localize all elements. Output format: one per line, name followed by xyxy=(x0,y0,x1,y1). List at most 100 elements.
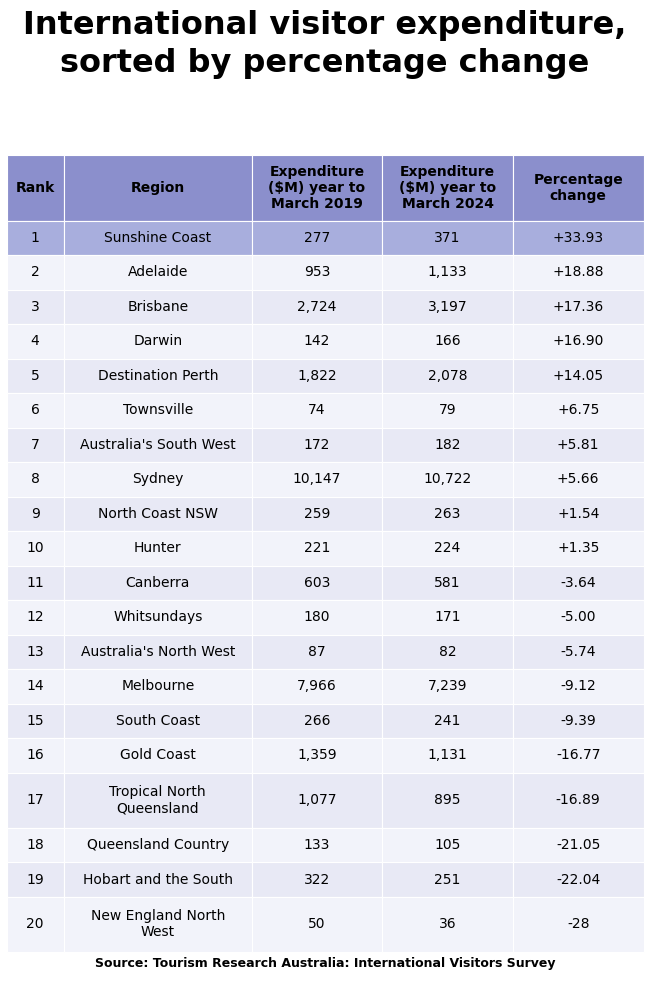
Bar xyxy=(64,738,252,773)
Bar xyxy=(252,862,382,897)
Bar xyxy=(6,290,64,324)
Bar xyxy=(6,828,64,862)
Text: 221: 221 xyxy=(304,541,330,555)
Bar xyxy=(382,862,513,897)
Bar xyxy=(252,773,382,828)
Text: Townsville: Townsville xyxy=(123,403,193,417)
Bar xyxy=(252,897,382,952)
Text: +14.05: +14.05 xyxy=(552,369,604,383)
Bar xyxy=(382,566,513,600)
Text: 50: 50 xyxy=(308,917,326,931)
Text: 12: 12 xyxy=(27,610,44,624)
Bar xyxy=(513,255,644,290)
Text: 13: 13 xyxy=(27,645,44,659)
Text: Darwin: Darwin xyxy=(133,334,183,348)
Text: +6.75: +6.75 xyxy=(557,403,599,417)
Text: 166: 166 xyxy=(434,334,461,348)
Text: -3.64: -3.64 xyxy=(560,576,596,590)
Bar xyxy=(382,255,513,290)
Text: 16: 16 xyxy=(26,748,44,762)
Text: Hobart and the South: Hobart and the South xyxy=(83,873,233,887)
Text: -22.04: -22.04 xyxy=(556,873,601,887)
Text: -5.74: -5.74 xyxy=(560,645,596,659)
Text: 895: 895 xyxy=(434,793,461,807)
Bar xyxy=(513,704,644,738)
Bar xyxy=(513,497,644,531)
Text: 251: 251 xyxy=(434,873,461,887)
Text: 5: 5 xyxy=(31,369,40,383)
Text: Queensland Country: Queensland Country xyxy=(86,838,229,852)
Text: 241: 241 xyxy=(434,714,461,728)
Bar xyxy=(6,566,64,600)
Text: 371: 371 xyxy=(434,231,461,245)
Bar xyxy=(252,704,382,738)
Text: 2,078: 2,078 xyxy=(428,369,467,383)
Bar xyxy=(6,428,64,462)
Text: Brisbane: Brisbane xyxy=(127,300,188,314)
Bar xyxy=(252,462,382,497)
Text: 20: 20 xyxy=(27,917,44,931)
Bar xyxy=(382,393,513,428)
Bar xyxy=(513,669,644,704)
Text: 266: 266 xyxy=(304,714,330,728)
Bar xyxy=(6,862,64,897)
Bar xyxy=(513,290,644,324)
Text: 953: 953 xyxy=(304,265,330,279)
Bar xyxy=(382,359,513,393)
Bar xyxy=(64,862,252,897)
Bar xyxy=(64,828,252,862)
Bar xyxy=(252,359,382,393)
Bar xyxy=(513,359,644,393)
Bar xyxy=(64,497,252,531)
Bar xyxy=(252,255,382,290)
Bar xyxy=(64,773,252,828)
Text: 1: 1 xyxy=(31,231,40,245)
Bar xyxy=(513,221,644,255)
Text: 36: 36 xyxy=(439,917,456,931)
Bar xyxy=(64,704,252,738)
Bar xyxy=(252,635,382,669)
Text: Whitsundays: Whitsundays xyxy=(113,610,202,624)
Text: Sunshine Coast: Sunshine Coast xyxy=(104,231,211,245)
Text: 10,147: 10,147 xyxy=(293,472,341,486)
Text: Percentage
change: Percentage change xyxy=(534,173,623,203)
Text: 133: 133 xyxy=(304,838,330,852)
Text: Tropical North
Queensland: Tropical North Queensland xyxy=(109,785,206,815)
Bar xyxy=(382,290,513,324)
Bar xyxy=(382,704,513,738)
Bar xyxy=(64,462,252,497)
Bar xyxy=(6,704,64,738)
Text: Australia's South West: Australia's South West xyxy=(80,438,236,452)
Text: 224: 224 xyxy=(434,541,461,555)
Text: 263: 263 xyxy=(434,507,461,521)
Bar xyxy=(64,897,252,952)
Text: Rank: Rank xyxy=(16,181,55,195)
Text: 105: 105 xyxy=(434,838,461,852)
Bar xyxy=(513,635,644,669)
Bar xyxy=(382,221,513,255)
Bar xyxy=(513,600,644,635)
Bar xyxy=(513,462,644,497)
Text: 7,239: 7,239 xyxy=(428,679,467,693)
Bar xyxy=(64,255,252,290)
Text: 2,724: 2,724 xyxy=(297,300,337,314)
Text: 11: 11 xyxy=(26,576,44,590)
Text: -16.89: -16.89 xyxy=(556,793,601,807)
Bar xyxy=(252,566,382,600)
Text: 277: 277 xyxy=(304,231,330,245)
Bar xyxy=(382,669,513,704)
Text: 171: 171 xyxy=(434,610,461,624)
Text: International visitor expenditure,
sorted by percentage change: International visitor expenditure, sorte… xyxy=(23,10,627,79)
Text: +18.88: +18.88 xyxy=(552,265,604,279)
Text: Canberra: Canberra xyxy=(125,576,190,590)
Text: 19: 19 xyxy=(26,873,44,887)
Bar xyxy=(6,359,64,393)
Bar xyxy=(513,862,644,897)
Bar xyxy=(252,290,382,324)
Bar xyxy=(6,773,64,828)
Text: 3: 3 xyxy=(31,300,40,314)
Text: 15: 15 xyxy=(27,714,44,728)
Text: -28: -28 xyxy=(567,917,590,931)
Bar xyxy=(64,566,252,600)
Text: +5.66: +5.66 xyxy=(557,472,599,486)
